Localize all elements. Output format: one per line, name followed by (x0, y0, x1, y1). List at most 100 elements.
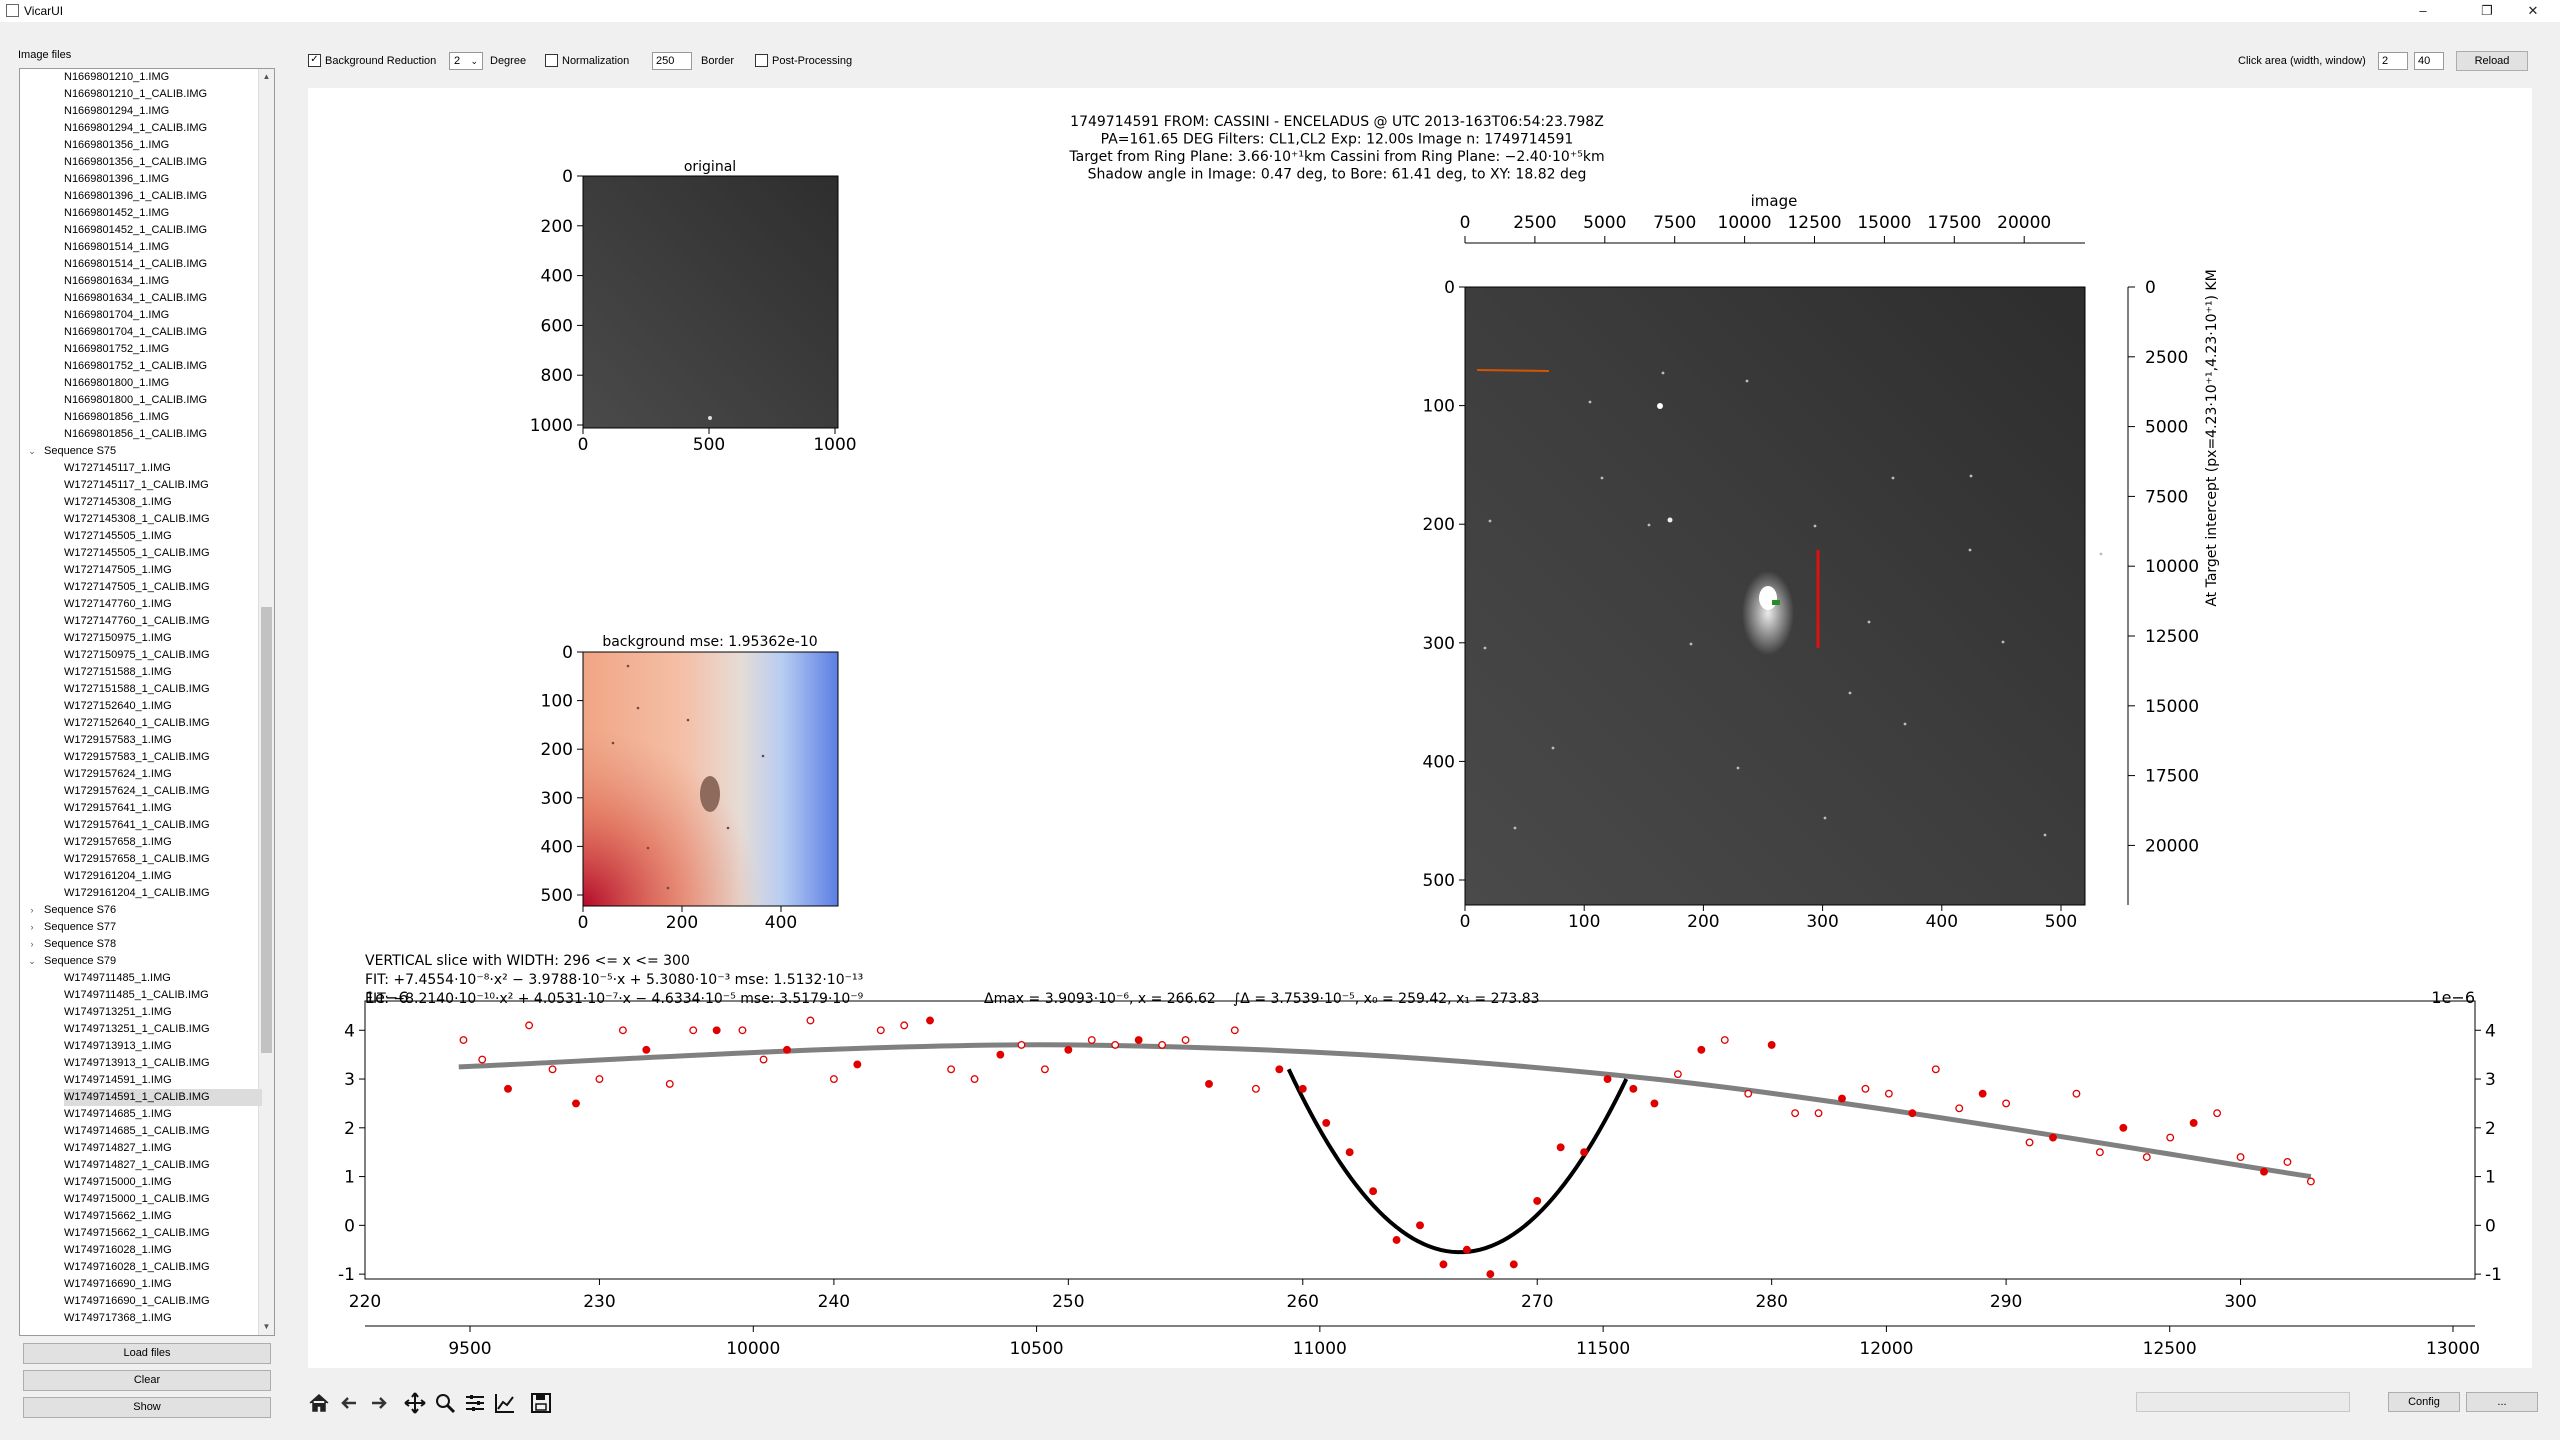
tree-file-item[interactable]: W1729157583_1.IMG (64, 732, 172, 749)
click-window-input[interactable]: 40 (2414, 52, 2444, 70)
tree-file-item[interactable]: W1727145308_1.IMG (64, 494, 172, 511)
background-reduction-checkbox[interactable]: ✓ Background Reduction (308, 52, 436, 70)
tree-file-item[interactable]: W1729157624_1.IMG (64, 766, 172, 783)
tree-file-item[interactable]: W1727151588_1.IMG (64, 664, 172, 681)
tree-file-item[interactable]: N1669801752_1_CALIB.IMG (64, 358, 207, 375)
tree-file-item[interactable]: W1729161204_1.IMG (64, 868, 172, 885)
config-button[interactable]: Config (2388, 1392, 2460, 1412)
click-width-input[interactable]: 2 (2378, 52, 2408, 70)
tree-file-item[interactable]: W1727152640_1_CALIB.IMG (64, 715, 210, 732)
tree-file-item[interactable]: W1727147760_1.IMG (64, 596, 172, 613)
tree-file-item[interactable]: W1727145505_1.IMG (64, 528, 172, 545)
close-button[interactable]: ✕ (2527, 3, 2539, 18)
tree-file-item[interactable]: N1669801634_1.IMG (64, 273, 169, 290)
tree-group[interactable]: › Sequence S76 (31, 902, 117, 919)
configure-subplots-icon[interactable] (462, 1390, 488, 1416)
tree-file-item[interactable]: W1727150975_1.IMG (64, 630, 172, 647)
tree-file-item[interactable]: W1727150975_1_CALIB.IMG (64, 647, 210, 664)
tree-file-item[interactable]: W1729157658_1_CALIB.IMG (64, 851, 210, 868)
scroll-up-icon[interactable]: ▲ (262, 72, 271, 81)
tree-file-item[interactable]: N1669801800_1_CALIB.IMG (64, 392, 207, 409)
load-files-button[interactable]: Load files (23, 1343, 271, 1364)
tree-file-item[interactable]: N1669801634_1_CALIB.IMG (64, 290, 207, 307)
tree-file-item[interactable]: W1727145505_1_CALIB.IMG (64, 545, 210, 562)
tree-file-item[interactable]: N1669801294_1_CALIB.IMG (64, 120, 207, 137)
save-figure-icon[interactable] (528, 1390, 554, 1416)
scroll-down-icon[interactable]: ▼ (262, 1322, 271, 1331)
tree-file-item[interactable]: W1729157583_1_CALIB.IMG (64, 749, 210, 766)
tree-file-item[interactable]: W1749711485_1_CALIB.IMG (64, 987, 209, 1004)
tree-file-item[interactable]: N1669801800_1.IMG (64, 375, 169, 392)
border-input[interactable]: 250 (652, 52, 692, 70)
tree-file-item[interactable]: W1749714685_1_CALIB.IMG (64, 1123, 210, 1140)
tree-file-item[interactable]: W1749715000_1.IMG (64, 1174, 172, 1191)
tree-file-item[interactable]: N1669801856_1.IMG (64, 409, 169, 426)
checkbox-icon[interactable]: ✓ (308, 53, 321, 67)
tree-file-item[interactable]: W1749713251_1.IMG (64, 1004, 172, 1021)
tree-file-item[interactable]: W1729157658_1.IMG (64, 834, 172, 851)
home-icon[interactable] (306, 1390, 332, 1416)
reload-button[interactable]: Reload (2456, 51, 2528, 71)
tree-file-item[interactable]: N1669801356_1.IMG (64, 137, 169, 154)
tree-file-item[interactable]: N1669801856_1_CALIB.IMG (64, 426, 207, 443)
slice-plot[interactable]: VERTICAL slice with WIDTH: 296 <= x <= 3… (338, 953, 2502, 1359)
tree-file-item[interactable]: N1669801704_1.IMG (64, 307, 169, 324)
tree-file-item[interactable]: W1727147760_1_CALIB.IMG (64, 613, 210, 630)
chevron-down-icon[interactable]: ⌄ (28, 446, 36, 456)
checkbox-icon[interactable] (545, 53, 558, 67)
scroll-thumb[interactable] (261, 607, 272, 1053)
chevron-right-icon[interactable]: › (30, 939, 34, 949)
tree-file-item[interactable]: W1727151588_1_CALIB.IMG (64, 681, 210, 698)
pan-icon[interactable] (402, 1390, 428, 1416)
tree-file-item[interactable]: W1749715000_1_CALIB.IMG (64, 1191, 210, 1208)
tree-scrollbar[interactable]: ▲ ▼ (258, 69, 274, 1335)
tree-file-item[interactable]: N1669801210_1.IMG (64, 69, 169, 86)
tree-group[interactable]: › Sequence S77 (31, 919, 117, 936)
tree-file-item[interactable]: N1669801452_1.IMG (64, 205, 169, 222)
image-file-tree[interactable]: ▲ ▼ N1669801210_1.IMG N1669801210_1_CALIB… (19, 68, 275, 1336)
tree-file-item[interactable]: N1669801452_1_CALIB.IMG (64, 222, 207, 239)
tree-file-item[interactable]: W1749714591_1_CALIB.IMG (64, 1089, 262, 1106)
degree-select[interactable]: 2 ⌄ (449, 52, 483, 70)
zoom-icon[interactable] (432, 1390, 458, 1416)
tree-file-item[interactable]: W1749711485_1.IMG (64, 970, 171, 987)
tree-group[interactable]: ⌄ Sequence S75 (28, 443, 116, 460)
chevron-down-icon[interactable]: ⌄ (28, 956, 36, 966)
checkbox-icon[interactable] (755, 53, 768, 67)
tree-group[interactable]: › Sequence S78 (31, 936, 117, 953)
tree-file-item[interactable]: W1749716690_1.IMG (64, 1276, 172, 1293)
post-processing-checkbox[interactable]: Post-Processing (755, 52, 852, 70)
tree-file-item[interactable]: W1727145117_1_CALIB.IMG (64, 477, 209, 494)
tree-file-item[interactable]: N1669801356_1_CALIB.IMG (64, 154, 207, 171)
tree-file-item[interactable]: W1729161204_1_CALIB.IMG (64, 885, 210, 902)
tree-file-item[interactable]: N1669801704_1_CALIB.IMG (64, 324, 207, 341)
tree-file-item[interactable]: W1727147505_1.IMG (64, 562, 172, 579)
tree-file-item[interactable]: W1749714685_1.IMG (64, 1106, 172, 1123)
clear-button[interactable]: Clear (23, 1370, 271, 1391)
tree-file-item[interactable]: W1749713251_1_CALIB.IMG (64, 1021, 210, 1038)
restore-button[interactable]: ❐ (2481, 3, 2493, 18)
more-button[interactable]: ... (2466, 1392, 2538, 1412)
tree-file-item[interactable]: N1669801396_1_CALIB.IMG (64, 188, 207, 205)
tree-file-item[interactable]: N1669801752_1.IMG (64, 341, 169, 358)
forward-icon[interactable] (366, 1390, 392, 1416)
tree-file-item[interactable]: N1669801294_1.IMG (64, 103, 169, 120)
back-icon[interactable] (336, 1390, 362, 1416)
chevron-right-icon[interactable]: › (30, 922, 34, 932)
tree-file-item[interactable]: W1749714591_1.IMG (64, 1072, 172, 1089)
tree-file-item[interactable]: W1727145117_1.IMG (64, 460, 171, 477)
minimize-button[interactable]: – (2419, 3, 2427, 18)
background-subplot[interactable]: background mse: 1.95362e-10 0 200 400 0 100 20… (541, 634, 839, 933)
tree-group[interactable]: ⌄ Sequence S79 (28, 953, 116, 970)
tree-file-item[interactable]: N1669801396_1.IMG (64, 171, 169, 188)
tree-file-item[interactable]: W1727145308_1_CALIB.IMG (64, 511, 210, 528)
tree-file-item[interactable]: W1729157641_1.IMG (64, 800, 172, 817)
tree-file-item[interactable]: W1749715662_1_CALIB.IMG (64, 1225, 210, 1242)
tree-file-item[interactable]: W1729157641_1_CALIB.IMG (64, 817, 210, 834)
tree-file-item[interactable]: W1749716028_1_CALIB.IMG (64, 1259, 210, 1276)
chevron-right-icon[interactable]: › (30, 905, 34, 915)
tree-file-item[interactable]: W1749716028_1.IMG (64, 1242, 172, 1259)
tree-file-item[interactable]: W1749714827_1.IMG (64, 1140, 172, 1157)
